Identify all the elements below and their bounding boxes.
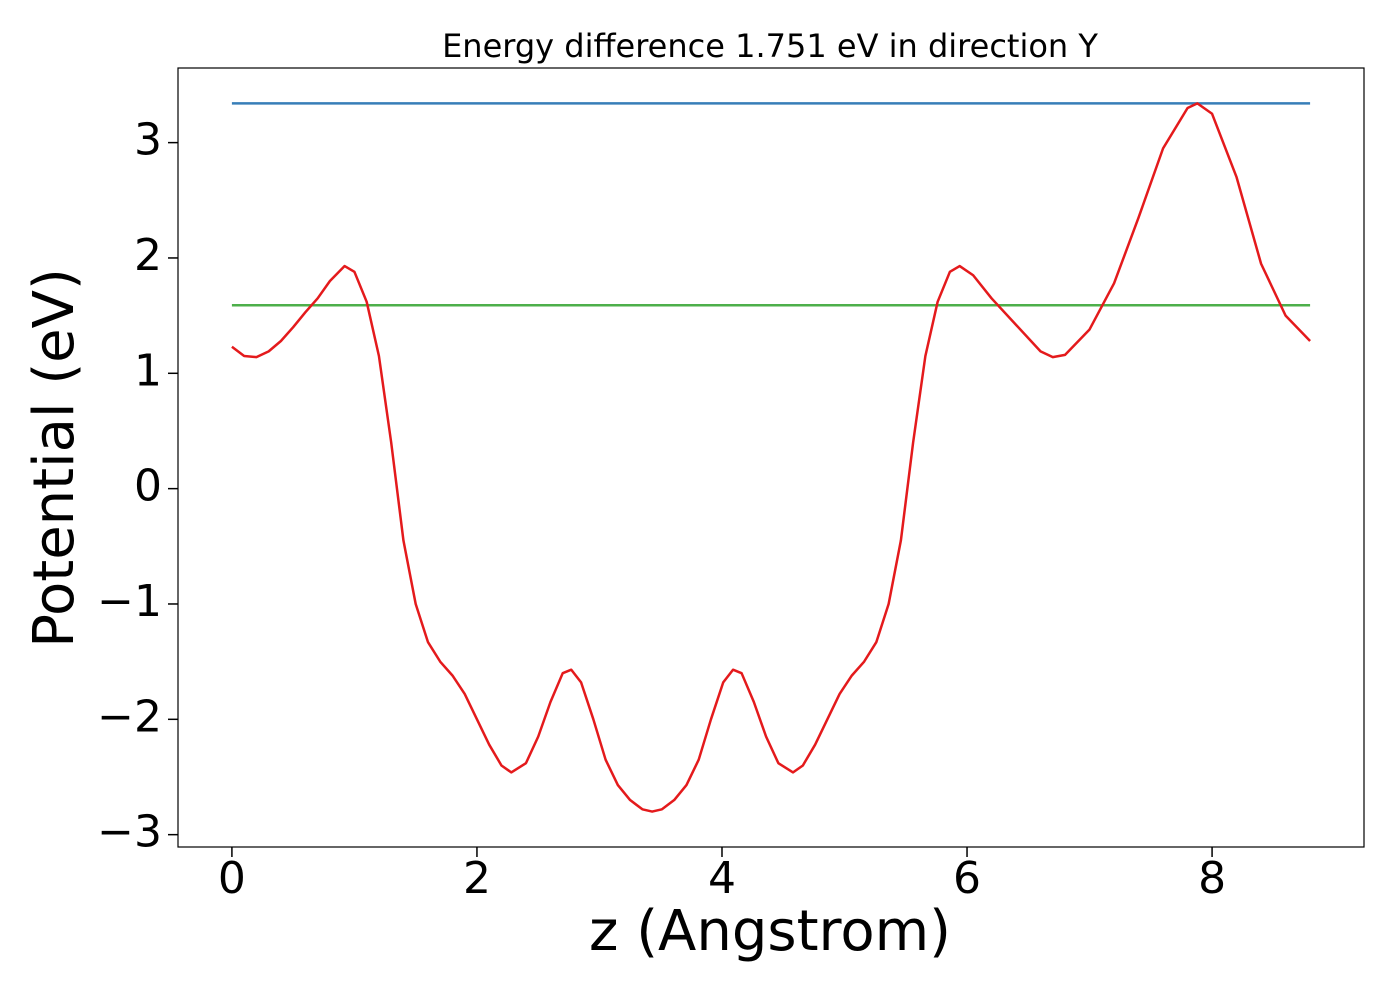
y-tick-label: 2 — [134, 230, 162, 281]
x-axis-label: z (Angstrom) — [589, 899, 951, 964]
x-tick-label: 4 — [708, 853, 736, 904]
x-tick-label: 6 — [953, 853, 981, 904]
y-tick-label: −3 — [97, 807, 162, 858]
x-tick-label: 8 — [1198, 853, 1226, 904]
line-series — [231, 102, 1311, 813]
plot-frame — [177, 67, 1365, 848]
x-tick-label: 0 — [218, 853, 246, 904]
y-axis-label: Potential (eV) — [22, 268, 87, 648]
y-tick-label: 3 — [134, 115, 162, 166]
y-tick-label: −2 — [97, 691, 162, 742]
y-tick-label: 1 — [134, 345, 162, 396]
y-tick-label: −1 — [97, 576, 162, 627]
x-tick-label: 2 — [463, 853, 491, 904]
y-tick-label: 0 — [134, 461, 162, 512]
chart-title: Energy difference 1.751 eV in direction … — [442, 27, 1098, 65]
